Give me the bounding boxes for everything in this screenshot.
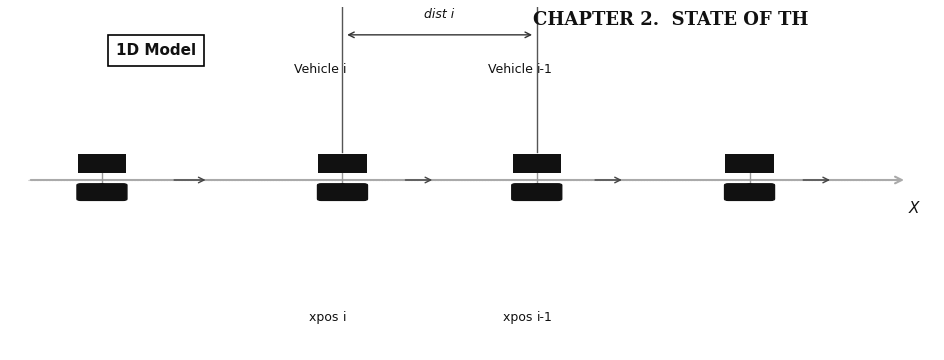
Text: 1D Model: 1D Model	[116, 43, 196, 58]
Text: i-1: i-1	[537, 311, 552, 324]
FancyBboxPatch shape	[534, 184, 562, 201]
Text: CHAPTER 2.  STATE OF TH: CHAPTER 2. STATE OF TH	[533, 11, 809, 29]
FancyBboxPatch shape	[77, 184, 105, 201]
Text: Vehicle: Vehicle	[488, 63, 537, 76]
Text: dist i: dist i	[425, 8, 455, 21]
Text: xpos: xpos	[309, 311, 343, 324]
Text: i-1: i-1	[537, 63, 552, 76]
Text: Vehicle: Vehicle	[294, 63, 343, 76]
FancyBboxPatch shape	[747, 184, 774, 201]
Text: i: i	[343, 63, 346, 76]
FancyBboxPatch shape	[340, 184, 367, 201]
Bar	[513, 154, 561, 173]
Text: xpos: xpos	[503, 311, 537, 324]
Text: i: i	[343, 311, 346, 324]
FancyBboxPatch shape	[317, 184, 346, 201]
FancyBboxPatch shape	[99, 184, 126, 201]
FancyBboxPatch shape	[512, 184, 540, 201]
Text: X: X	[909, 201, 919, 216]
Bar	[726, 154, 773, 173]
FancyBboxPatch shape	[725, 184, 752, 201]
Bar	[318, 154, 366, 173]
Bar	[78, 154, 126, 173]
